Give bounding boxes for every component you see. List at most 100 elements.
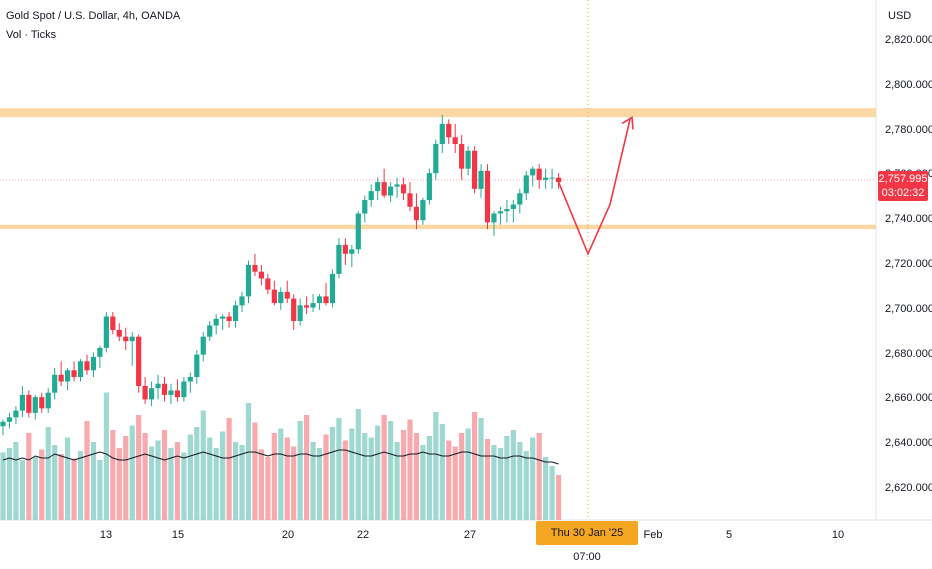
volume-bar [116,448,122,520]
candle[interactable] [336,244,342,274]
candle[interactable] [297,305,303,321]
candle[interactable] [400,184,407,194]
candle[interactable] [187,377,193,382]
candle[interactable] [310,303,316,308]
candle[interactable] [271,289,277,304]
candle[interactable] [90,356,97,371]
candle[interactable] [103,316,109,348]
candle[interactable] [252,265,258,272]
candle[interactable] [97,347,103,357]
candle[interactable] [239,296,245,306]
candle[interactable] [375,182,381,192]
volume-bar [375,425,381,520]
candle[interactable] [168,390,174,395]
candle[interactable] [420,200,426,221]
candle[interactable] [161,383,168,395]
candle[interactable] [148,388,155,400]
candle[interactable] [446,123,452,138]
candle[interactable] [0,421,6,427]
candle[interactable] [433,144,439,174]
candle[interactable] [497,211,504,214]
candle[interactable] [278,291,284,304]
y-tick-label: 2,620.000 [885,482,932,494]
candle[interactable] [291,298,297,321]
candle[interactable] [465,150,471,169]
candle[interactable] [510,204,516,209]
candle[interactable] [116,329,122,337]
candle[interactable] [536,168,542,180]
volume-bar [129,425,135,520]
candle[interactable] [355,213,361,250]
candle[interactable] [13,410,19,418]
y-tick-label: 2,700.000 [885,302,932,315]
volume-bar [103,392,109,520]
candle[interactable] [381,182,387,196]
candle[interactable] [71,370,77,377]
candle[interactable] [194,354,200,377]
candle[interactable] [200,336,206,355]
candle[interactable] [245,265,252,297]
price-chart[interactable] [0,0,932,550]
candle[interactable] [517,193,523,205]
candle[interactable] [123,336,129,342]
candle[interactable] [155,383,161,389]
resistance-zone[interactable] [0,108,876,118]
candle[interactable] [77,361,84,377]
candle[interactable] [316,296,323,304]
candle[interactable] [232,305,239,321]
candle[interactable] [349,249,355,254]
candle[interactable] [304,305,310,308]
candle[interactable] [471,150,478,189]
candle[interactable] [19,394,25,411]
candle[interactable] [65,370,71,382]
candle[interactable] [342,244,348,254]
candle[interactable] [84,361,90,371]
candle[interactable] [26,394,32,413]
candle[interactable] [426,173,432,201]
candle[interactable] [329,273,336,304]
candle[interactable] [394,184,400,187]
candle[interactable] [181,381,187,398]
candle[interactable] [543,177,549,180]
candle[interactable] [58,374,64,382]
candle[interactable] [523,175,529,194]
candle[interactable] [491,213,497,223]
candle[interactable] [39,397,45,409]
support-zone[interactable] [0,224,876,230]
candle[interactable] [142,385,148,400]
volume-indicator-label[interactable]: Vol · Ticks [6,29,57,41]
candle[interactable] [213,318,219,326]
volume-bar [226,418,232,520]
candle[interactable] [407,193,413,207]
candle[interactable] [323,296,329,304]
candle[interactable] [549,177,555,179]
candle[interactable] [484,170,491,223]
candle[interactable] [265,278,271,290]
candle[interactable] [504,209,510,212]
candle[interactable] [368,191,374,201]
candle[interactable] [45,392,51,409]
candle[interactable] [220,316,226,319]
candle[interactable] [413,206,420,221]
candle[interactable] [530,168,536,176]
x-tick-label: 27 [463,529,477,541]
candle[interactable] [174,390,181,398]
candle[interactable] [459,144,465,169]
projection-arrowhead [621,116,634,130]
candle[interactable] [226,316,232,321]
candle[interactable] [136,336,142,386]
candle[interactable] [129,336,135,342]
candle[interactable] [6,417,13,422]
projection-path[interactable] [557,119,631,256]
candle[interactable] [284,291,290,299]
candle[interactable] [478,170,484,189]
candle[interactable] [388,186,394,196]
candle[interactable] [439,123,445,145]
candle[interactable] [110,316,116,330]
candle[interactable] [362,200,368,214]
candle[interactable] [207,325,213,337]
candle[interactable] [452,137,458,145]
candle[interactable] [258,271,264,279]
candle[interactable] [52,374,58,393]
candle[interactable] [32,397,38,413]
